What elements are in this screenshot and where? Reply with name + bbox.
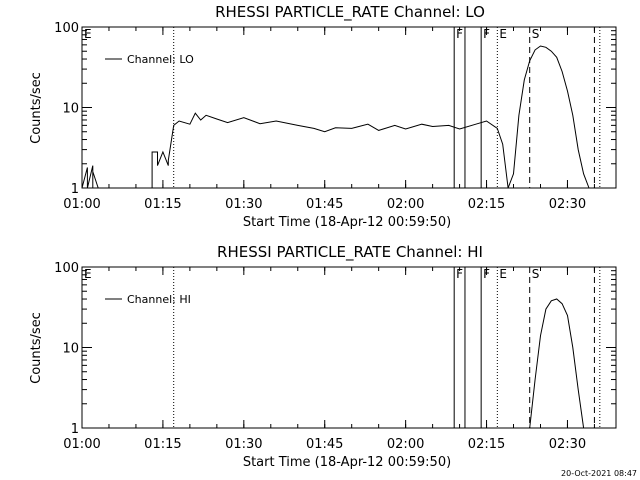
y-tick-label: 1 — [71, 182, 79, 197]
x-tick-label: 02:00 — [387, 197, 424, 212]
x-tick-label: 01:15 — [144, 437, 181, 452]
x-tick-label: 01:45 — [306, 437, 343, 452]
chart-lo: RHESSI PARTICLE_RATE Channel: LO 01:00 01… — [29, 3, 617, 230]
chart-lo-frame — [81, 26, 617, 189]
event-marker-label: E — [499, 27, 507, 41]
x-tick-label: 02:00 — [387, 437, 424, 452]
chart-hi-title: RHESSI PARTICLE_RATE Channel: HI — [217, 243, 483, 262]
chart-lo-series-line — [81, 45, 590, 189]
chart-hi-corner-label: E — [84, 267, 92, 281]
chart-hi-y-axis-label: Counts/sec — [29, 312, 44, 384]
event-marker-label: F — [456, 267, 463, 281]
chart-hi-x-axis-label: Start Time (18-Apr-12 00:59:50) — [243, 455, 451, 470]
x-tick-label: 01:15 — [144, 197, 181, 212]
x-tick-label: 01:00 — [63, 197, 100, 212]
event-marker-label: S — [532, 27, 540, 41]
y-tick-label: 1 — [71, 422, 79, 437]
chart-hi-ticks: 01:00 01:15 01:30 01:45 02:00 02:15 02:30 1 10 10… — [54, 261, 616, 452]
chart-lo-ticks: 01:00 01:15 01:30 01:45 02:00 02:15 02:30 1 10 10… — [54, 21, 616, 212]
y-tick-label: 10 — [62, 102, 79, 117]
x-tick-label: 01:45 — [306, 197, 343, 212]
x-tick-label: 02:30 — [549, 437, 586, 452]
event-marker-label: F — [456, 27, 463, 41]
chart-hi: RHESSI PARTICLE_RATE Channel: HI 01:00 01… — [29, 243, 617, 470]
y-tick-label: 100 — [54, 261, 79, 276]
event-marker-label: S — [532, 267, 540, 281]
chart-hi-legend-label: Channel: HI — [127, 293, 191, 306]
chart-lo-x-axis-label: Start Time (18-Apr-12 00:59:50) — [243, 215, 451, 230]
event-marker-label: F — [483, 27, 490, 41]
x-tick-label: 02:15 — [468, 197, 505, 212]
x-tick-label: 01:30 — [225, 197, 262, 212]
event-marker-label: E — [499, 267, 507, 281]
chart-lo-y-axis-label: Counts/sec — [29, 72, 44, 144]
chart-lo-corner-label: E — [84, 27, 92, 41]
x-tick-label: 02:30 — [549, 197, 586, 212]
x-tick-label: 02:15 — [468, 437, 505, 452]
y-tick-label: 100 — [54, 21, 79, 36]
chart-lo-title: RHESSI PARTICLE_RATE Channel: LO — [215, 3, 485, 22]
x-tick-label: 01:30 — [225, 437, 262, 452]
chart-hi-series-line — [529, 298, 585, 429]
event-marker-label: F — [483, 267, 490, 281]
x-tick-label: 01:00 — [63, 437, 100, 452]
generation-timestamp: 20-Oct-2021 08:47 — [561, 469, 637, 478]
chart-lo-legend-label: Channel: LO — [127, 53, 194, 66]
y-tick-label: 10 — [62, 342, 79, 357]
chart-hi-frame — [81, 266, 617, 429]
